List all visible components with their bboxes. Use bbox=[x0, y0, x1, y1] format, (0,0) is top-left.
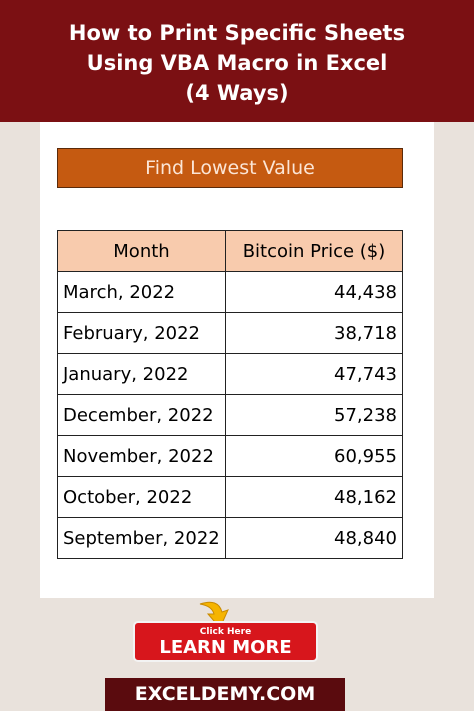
month-cell: March, 2022 bbox=[57, 271, 226, 313]
header-cell: Bitcoin Price ($) bbox=[225, 230, 403, 272]
header-row: Month Bitcoin Price ($) bbox=[57, 230, 403, 272]
table-body: March, 2022 44,438 February, 2022 38,718 Jan… bbox=[57, 271, 403, 559]
table-row: February, 2022 38,718 bbox=[57, 312, 403, 354]
price-cell: 47,743 bbox=[225, 353, 403, 395]
button-small-text: Click Here bbox=[199, 627, 252, 637]
table-row: October, 2022 48,162 bbox=[57, 476, 403, 518]
learn-more-button[interactable]: Click Here LEARN MORE bbox=[133, 621, 318, 662]
month-cell: January, 2022 bbox=[57, 353, 226, 395]
table-row: December, 2022 57,238 bbox=[57, 394, 403, 436]
table-row: November, 2022 60,955 bbox=[57, 435, 403, 477]
month-cell: February, 2022 bbox=[57, 312, 226, 354]
table-row: March, 2022 44,438 bbox=[57, 271, 403, 313]
title-line: (4 Ways) bbox=[185, 81, 289, 105]
panel-heading: Find Lowest Value bbox=[57, 148, 403, 188]
button-large-text: LEARN MORE bbox=[159, 637, 292, 658]
title-line: Using VBA Macro in Excel bbox=[86, 51, 388, 75]
month-cell: November, 2022 bbox=[57, 435, 226, 477]
title-line: How to Print Specific Sheets bbox=[68, 21, 406, 45]
price-cell: 60,955 bbox=[225, 435, 403, 477]
price-cell: 48,840 bbox=[225, 517, 403, 559]
content-panel: Find Lowest Value Month Bitcoin Price ($… bbox=[40, 122, 434, 598]
price-cell: 48,162 bbox=[225, 476, 403, 518]
month-cell: October, 2022 bbox=[57, 476, 226, 518]
header-cell: Month bbox=[57, 230, 226, 272]
title-banner: How to Print Specific Sheets Using VBA M… bbox=[0, 0, 474, 122]
table-row: January, 2022 47,743 bbox=[57, 353, 403, 395]
price-cell: 44,438 bbox=[225, 271, 403, 313]
data-table: Month Bitcoin Price ($) March, 2022 44,43… bbox=[57, 230, 403, 559]
brand-footer[interactable]: EXCELDEMY.COM bbox=[105, 678, 345, 711]
month-cell: December, 2022 bbox=[57, 394, 226, 436]
price-cell: 57,238 bbox=[225, 394, 403, 436]
table-row: September, 2022 48,840 bbox=[57, 517, 403, 559]
month-cell: September, 2022 bbox=[57, 517, 226, 559]
price-cell: 38,718 bbox=[225, 312, 403, 354]
